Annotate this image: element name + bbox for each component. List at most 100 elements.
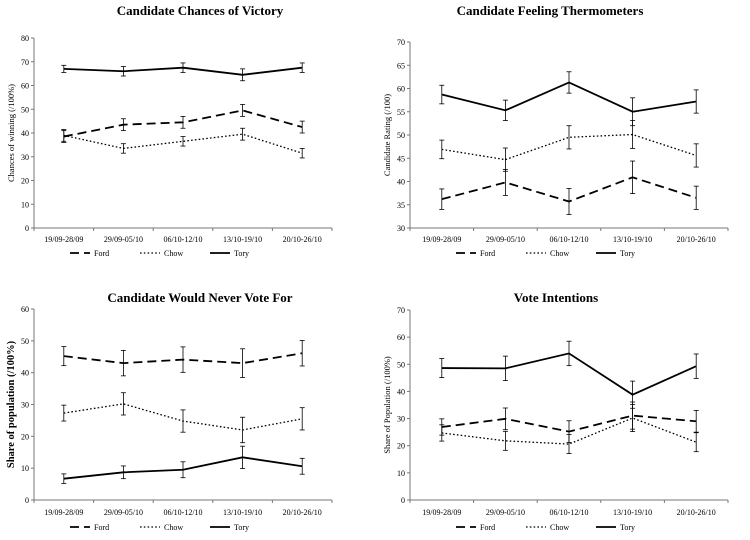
- series-line-chow: [441, 133, 697, 161]
- y-tick-label: 70: [397, 306, 405, 315]
- legend-label: Tory: [234, 249, 249, 258]
- legend-label: Chow: [550, 523, 569, 532]
- error-bar: [630, 380, 636, 409]
- y-tick-label: 10: [397, 469, 405, 478]
- x-tick-label: 19/09-28/09: [422, 508, 461, 517]
- chart-title: Candidate Chances of Victory: [117, 3, 284, 18]
- x-tick-label: 19/09-28/09: [422, 235, 461, 244]
- legend-label: Ford: [480, 523, 495, 532]
- chart-title: Candidate Feeling Thermometers: [457, 3, 644, 18]
- error-bar: [61, 404, 67, 422]
- error-bar: [439, 424, 445, 442]
- x-tick-label: 19/09-28/09: [44, 508, 83, 517]
- chart-panel-3: Candidate Would Never Vote For 0 10 20 30 40 5…: [6, 290, 333, 532]
- error-bar: [180, 409, 186, 433]
- x-tick-label: 19/09-28/09: [44, 235, 83, 244]
- error-bar: [502, 99, 508, 121]
- chart-panel-2: Candidate Feeling Thermometers 30 35 40 45 50…: [382, 3, 729, 258]
- error-bar: [240, 104, 246, 117]
- legend-label: Chow: [164, 523, 183, 532]
- error-bar: [180, 346, 186, 373]
- error-bar: [502, 407, 508, 431]
- y-axis-label: Share of population (/100%): [6, 340, 17, 468]
- error-bar: [240, 68, 246, 82]
- x-tick-label: 13/10-19/10: [613, 508, 652, 517]
- error-bar: [299, 120, 305, 134]
- error-bar: [566, 71, 572, 94]
- error-bar: [439, 188, 445, 210]
- legend-label: Ford: [480, 249, 495, 258]
- error-bar: [180, 115, 186, 129]
- y-tick-label: 30: [21, 401, 29, 410]
- y-tick-label: 0: [25, 496, 29, 505]
- x-tick-label: 29/09-05/10: [104, 508, 143, 517]
- x-tick-label: 06/10-12/10: [163, 235, 202, 244]
- error-bar: [120, 349, 126, 377]
- error-bar: [439, 358, 445, 378]
- error-bar: [630, 97, 636, 127]
- x-tick-label: 06/10-12/10: [549, 235, 588, 244]
- y-tick-label: 60: [21, 305, 29, 314]
- x-tick-label: 13/10-19/10: [223, 235, 262, 244]
- error-bar: [180, 461, 186, 479]
- x-tick-label: 29/09-05/10: [486, 235, 525, 244]
- legend-label: Tory: [620, 523, 635, 532]
- x-tick-label: 29/09-05/10: [486, 508, 525, 517]
- error-bar: [61, 346, 67, 367]
- error-bar: [566, 434, 572, 454]
- error-bar: [120, 66, 126, 77]
- y-tick-label: 80: [21, 34, 29, 43]
- y-tick-label: 0: [401, 496, 405, 505]
- y-tick-label: 30: [397, 224, 405, 233]
- series-line-chow: [63, 133, 303, 154]
- error-bar: [299, 407, 305, 431]
- y-tick-label: 45: [397, 154, 405, 163]
- error-bar: [439, 139, 445, 160]
- y-tick-label: 50: [397, 360, 405, 369]
- y-tick-label: 20: [21, 177, 29, 186]
- error-bar: [299, 148, 305, 159]
- error-bar: [502, 355, 508, 381]
- error-bar: [120, 392, 126, 416]
- y-tick-label: 20: [21, 432, 29, 441]
- y-tick-label: 40: [397, 178, 405, 187]
- error-bar: [240, 445, 246, 469]
- y-axis-label: Chances of winning (/100%): [6, 84, 16, 182]
- y-axis-label: Share of Population (/100%): [382, 356, 392, 454]
- chart-panel-4: Vote Intentions 0 10 20 30 40 50 60 70 19/09-28/0…: [382, 290, 729, 532]
- y-tick-label: 65: [397, 61, 405, 70]
- error-bar: [502, 430, 508, 451]
- x-tick-label: 13/10-19/10: [223, 508, 262, 517]
- legend-label: Chow: [550, 249, 569, 258]
- y-tick-label: 50: [397, 131, 405, 140]
- legend-label: Tory: [620, 249, 635, 258]
- error-bar: [240, 348, 246, 378]
- error-bar: [439, 84, 445, 105]
- error-bar: [566, 125, 572, 150]
- y-tick-label: 10: [21, 200, 29, 209]
- x-tick-label: 06/10-12/10: [163, 508, 202, 517]
- y-tick-label: 40: [21, 369, 29, 378]
- error-bar: [566, 188, 572, 215]
- error-bar: [120, 118, 126, 132]
- error-bar: [693, 432, 699, 453]
- x-tick-label: 20/10-26/10: [677, 508, 716, 517]
- error-bar: [240, 416, 246, 444]
- x-tick-label: 06/10-12/10: [549, 508, 588, 517]
- error-bar: [502, 147, 508, 172]
- y-tick-label: 60: [397, 85, 405, 94]
- error-bar: [299, 62, 305, 73]
- y-tick-label: 70: [21, 58, 29, 67]
- x-tick-label: 20/10-26/10: [283, 235, 322, 244]
- x-tick-label: 20/10-26/10: [283, 508, 322, 517]
- legend-label: Ford: [94, 249, 109, 258]
- error-bar: [693, 185, 699, 210]
- legend-label: Chow: [164, 249, 183, 258]
- chart-panel-1: Candidate Chances of Victory 0 10 20 30 40 50 6…: [6, 3, 333, 258]
- y-tick-label: 30: [21, 153, 29, 162]
- legend-label: Tory: [234, 523, 249, 532]
- series-line-chow: [441, 417, 697, 445]
- y-tick-label: 35: [397, 201, 405, 210]
- error-bar: [120, 143, 126, 154]
